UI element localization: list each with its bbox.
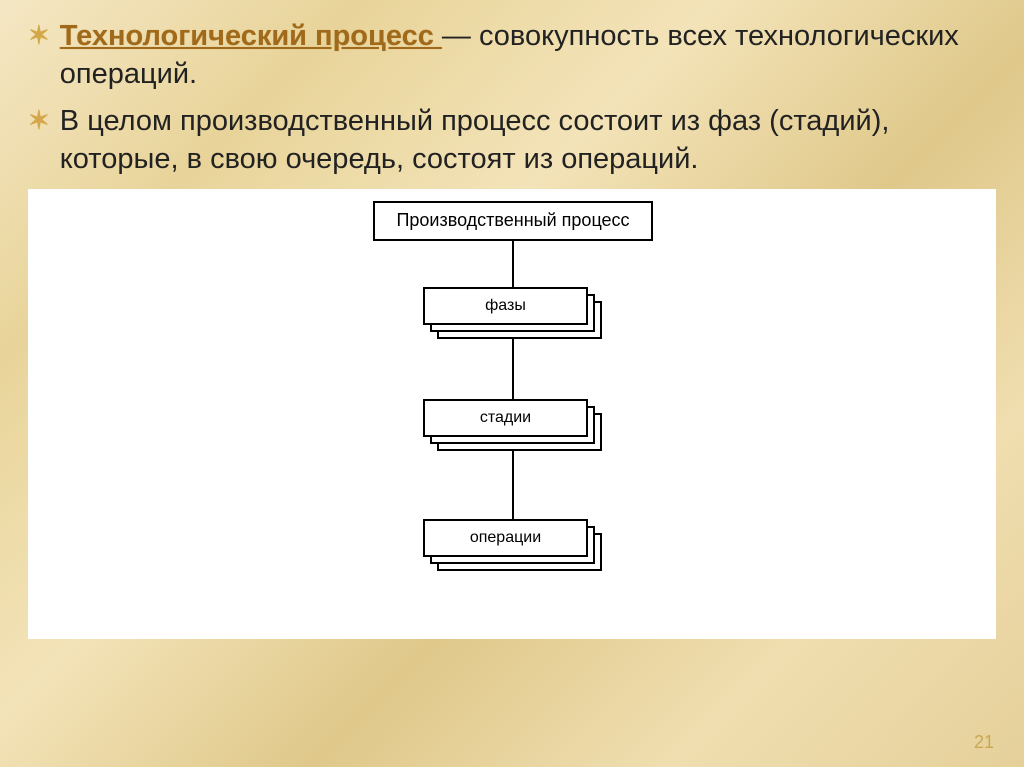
flow-connector bbox=[512, 451, 514, 519]
bullet-item-2: ✶ В целом производственный процесс состо… bbox=[28, 103, 996, 178]
flow-node: операции bbox=[423, 519, 588, 557]
term-text: Технологический процесс bbox=[60, 20, 442, 52]
flow-stack: операции bbox=[423, 519, 602, 571]
bullet-icon: ✶ bbox=[28, 103, 50, 137]
diagram: Производственный процесс фазы стадии операц… bbox=[28, 189, 996, 639]
flow-node: фазы bbox=[423, 287, 588, 325]
flow-connector bbox=[512, 339, 514, 399]
flow-connector bbox=[512, 241, 514, 287]
slide: ✶ Технологический процесс — совокупность… bbox=[0, 0, 1024, 767]
flow-stack: стадии bbox=[423, 399, 602, 451]
flow-node-top: Производственный процесс bbox=[373, 201, 653, 241]
bullet-item-1: ✶ Технологический процесс — совокупность… bbox=[28, 18, 996, 93]
flow-stack: фазы bbox=[423, 287, 602, 339]
page-number: 21 bbox=[974, 732, 994, 753]
paragraph-2: В целом производственный процесс состоит… bbox=[60, 103, 996, 178]
flow-node: стадии bbox=[423, 399, 588, 437]
bullet-icon: ✶ bbox=[28, 18, 50, 52]
paragraph-1: Технологический процесс — совокупность в… bbox=[60, 18, 996, 93]
